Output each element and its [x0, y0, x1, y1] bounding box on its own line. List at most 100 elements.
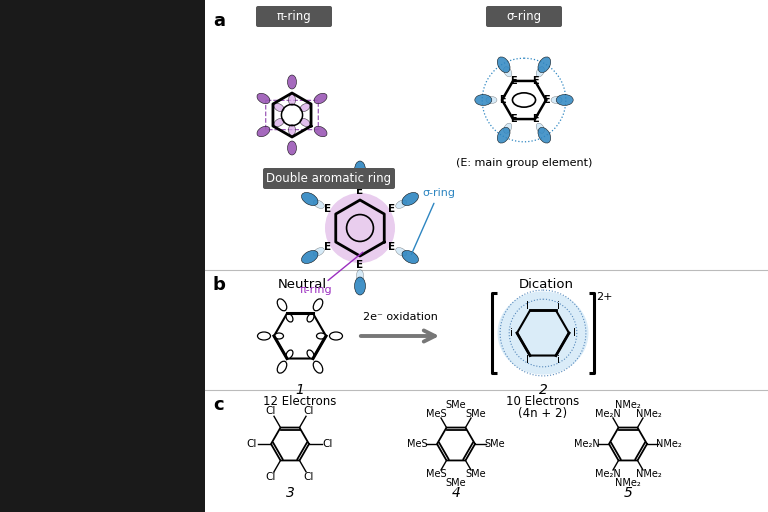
Text: c: c	[213, 396, 223, 414]
Text: I: I	[525, 355, 528, 366]
Ellipse shape	[475, 95, 492, 105]
Text: Me₂N: Me₂N	[594, 409, 621, 419]
Text: σ-ring: σ-ring	[506, 10, 541, 23]
Text: i: i	[558, 355, 561, 366]
Text: E: E	[324, 204, 332, 215]
Text: I: I	[573, 328, 576, 338]
Text: 1: 1	[296, 383, 304, 397]
Ellipse shape	[316, 333, 326, 339]
Text: E: E	[531, 114, 538, 124]
Text: 2e⁻ oxidation: 2e⁻ oxidation	[362, 312, 438, 322]
Ellipse shape	[314, 93, 327, 104]
Ellipse shape	[536, 67, 545, 77]
Ellipse shape	[287, 141, 296, 155]
Text: SMe: SMe	[485, 439, 505, 449]
Ellipse shape	[274, 118, 284, 126]
Text: NMe₂: NMe₂	[636, 409, 661, 419]
Text: π-ring: π-ring	[300, 252, 362, 295]
Ellipse shape	[504, 67, 511, 77]
Ellipse shape	[402, 193, 419, 205]
Ellipse shape	[356, 175, 363, 186]
Text: Cl: Cl	[323, 439, 333, 449]
Ellipse shape	[257, 332, 270, 340]
Ellipse shape	[307, 350, 314, 358]
Text: 2+: 2+	[596, 292, 612, 302]
Text: i: i	[510, 328, 513, 338]
Ellipse shape	[536, 123, 545, 133]
Ellipse shape	[497, 57, 510, 73]
Ellipse shape	[286, 350, 293, 358]
Text: E: E	[356, 186, 363, 196]
Text: (E: main group element): (E: main group element)	[456, 158, 592, 168]
Bar	[205, 0, 768, 512]
Ellipse shape	[286, 314, 293, 322]
Ellipse shape	[307, 314, 314, 322]
Text: I: I	[525, 301, 528, 311]
Text: 3: 3	[286, 486, 294, 500]
Ellipse shape	[396, 200, 407, 208]
Ellipse shape	[289, 95, 296, 105]
Text: b: b	[213, 276, 226, 294]
Ellipse shape	[274, 333, 283, 339]
Text: Cl: Cl	[247, 439, 257, 449]
Ellipse shape	[287, 75, 296, 89]
Text: σ-ring: σ-ring	[412, 188, 455, 254]
Ellipse shape	[313, 200, 324, 208]
Ellipse shape	[325, 193, 395, 263]
Ellipse shape	[355, 277, 366, 295]
Text: SMe: SMe	[445, 478, 466, 488]
Text: E: E	[510, 76, 516, 86]
Text: Me₂N: Me₂N	[594, 470, 621, 479]
Ellipse shape	[329, 332, 343, 340]
Ellipse shape	[300, 103, 310, 112]
Ellipse shape	[313, 299, 323, 311]
Ellipse shape	[504, 123, 511, 133]
Ellipse shape	[314, 126, 327, 137]
Text: MeS: MeS	[426, 470, 447, 479]
Text: 4: 4	[452, 486, 461, 500]
Text: NMe₂: NMe₂	[656, 439, 682, 449]
Text: Cl: Cl	[266, 406, 276, 416]
Text: E: E	[389, 242, 396, 251]
Text: i: i	[558, 301, 561, 311]
FancyBboxPatch shape	[486, 6, 562, 27]
FancyBboxPatch shape	[256, 6, 332, 27]
Text: Cl: Cl	[304, 472, 314, 482]
Ellipse shape	[355, 161, 366, 179]
Text: E: E	[356, 260, 363, 270]
Ellipse shape	[498, 291, 588, 375]
Text: E: E	[498, 95, 505, 105]
Text: SMe: SMe	[445, 400, 466, 410]
Ellipse shape	[313, 247, 324, 256]
Ellipse shape	[257, 93, 270, 104]
Text: E: E	[324, 242, 332, 251]
Text: E: E	[389, 204, 396, 215]
Text: E: E	[510, 114, 516, 124]
Ellipse shape	[512, 93, 535, 107]
Text: 10 Electrons: 10 Electrons	[506, 395, 580, 408]
Text: Neutral: Neutral	[277, 278, 326, 291]
Ellipse shape	[356, 269, 363, 282]
Text: Dication: Dication	[518, 278, 574, 291]
Ellipse shape	[302, 193, 318, 205]
Ellipse shape	[402, 250, 419, 264]
Ellipse shape	[538, 57, 551, 73]
Text: π-ring: π-ring	[276, 10, 311, 23]
Text: Double aromatic ring: Double aromatic ring	[266, 172, 392, 185]
Ellipse shape	[497, 127, 510, 143]
Text: SMe: SMe	[465, 409, 486, 419]
Ellipse shape	[289, 124, 296, 136]
Text: (4n + 2): (4n + 2)	[518, 407, 568, 420]
Text: SMe: SMe	[465, 470, 486, 479]
Text: MeS: MeS	[426, 409, 447, 419]
Ellipse shape	[274, 103, 284, 112]
Text: MeS: MeS	[407, 439, 427, 449]
Text: 2: 2	[538, 383, 548, 397]
Ellipse shape	[396, 247, 407, 256]
Text: a: a	[213, 12, 225, 30]
Ellipse shape	[302, 250, 318, 264]
Ellipse shape	[277, 299, 286, 311]
Ellipse shape	[313, 361, 323, 373]
Text: NMe₂: NMe₂	[636, 470, 661, 479]
Ellipse shape	[538, 127, 551, 143]
